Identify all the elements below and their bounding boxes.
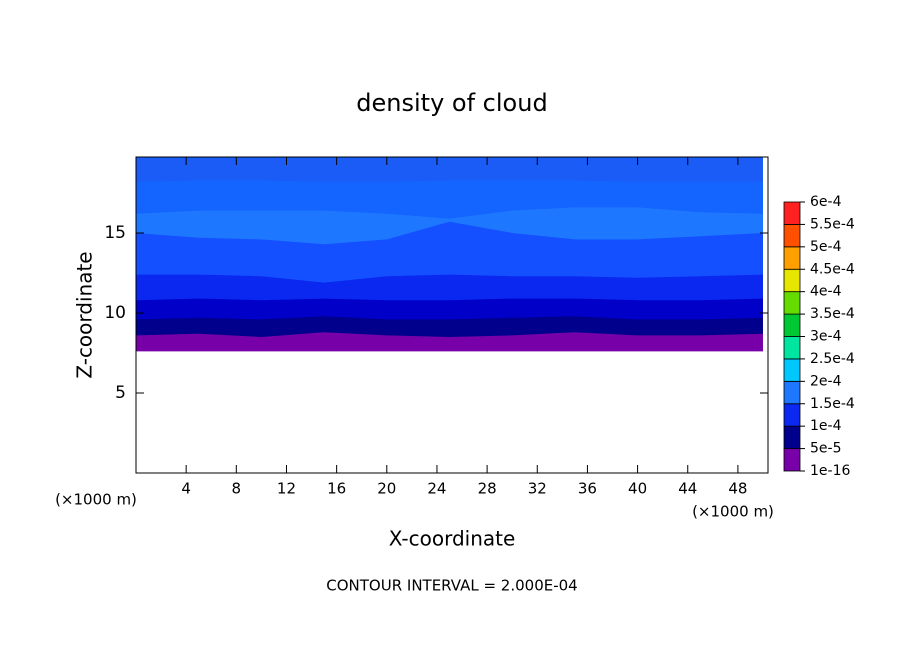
x-tick-label: 36 (578, 480, 597, 498)
y-tick-label: 5 (115, 383, 126, 403)
note: CONTOUR INTERVAL = 2.000E-04 (326, 577, 577, 595)
x-axis-label: X-coordinate (389, 527, 516, 551)
colorbar-swatch (783, 246, 801, 270)
colorbar-swatch (783, 448, 801, 472)
plot-area (136, 157, 763, 352)
colorbar-swatch (783, 403, 801, 427)
colorbar-label: 6e-4 (810, 194, 842, 210)
colorbar-label: 1e-4 (810, 418, 842, 434)
colorbar-label: 5.5e-4 (810, 216, 855, 232)
x-tick-label: 24 (427, 480, 446, 498)
colorbar-label: 1.5e-4 (810, 396, 855, 412)
colorbar-label: 3.5e-4 (810, 306, 855, 322)
colorbar-swatch (783, 313, 801, 337)
colorbar-swatch (783, 336, 801, 360)
x-tick-label: 12 (277, 480, 296, 498)
plot-frame (135, 156, 769, 474)
colorbar-label: 2e-4 (810, 373, 842, 389)
x-tick-label: 40 (628, 480, 647, 498)
colorbar-label: 5e-5 (810, 441, 841, 457)
colorbar-label: 2.5e-4 (810, 351, 855, 367)
colorbar-label: 4e-4 (810, 284, 842, 300)
colorbar-swatch (783, 224, 801, 248)
x-tick-label: 32 (528, 480, 547, 498)
chart-title: density of cloud (356, 89, 547, 117)
colorbar-label: 5e-4 (810, 239, 842, 255)
x-unit: (×1000 m) (692, 503, 774, 521)
colorbar-swatch (783, 268, 801, 293)
colorbar-swatch (783, 425, 801, 449)
y-tick-label: 15 (104, 223, 126, 243)
x-tick-label: 28 (478, 480, 497, 498)
x-tick-label: 20 (377, 480, 396, 498)
x-tick-label: 4 (181, 480, 191, 498)
contour-band (136, 157, 763, 182)
x-tick-label: 8 (232, 480, 242, 498)
colorbar-swatch (783, 291, 801, 315)
x-tick-label: 48 (728, 480, 747, 498)
y-axis-label: Z-coordinate (73, 251, 97, 378)
colorbar-swatch (783, 380, 801, 405)
x-tick-label: 44 (678, 480, 697, 498)
colorbar-label: 3e-4 (810, 329, 842, 345)
x-tick-label: 16 (327, 480, 346, 498)
colorbar-swatch (783, 201, 801, 225)
colorbar-swatch (783, 358, 801, 382)
y-unit: (×1000 m) (55, 491, 137, 509)
colorbar-label: 4.5e-4 (810, 261, 855, 277)
y-tick-label: 10 (104, 303, 126, 323)
colorbar-label: 1e-16 (810, 463, 850, 479)
